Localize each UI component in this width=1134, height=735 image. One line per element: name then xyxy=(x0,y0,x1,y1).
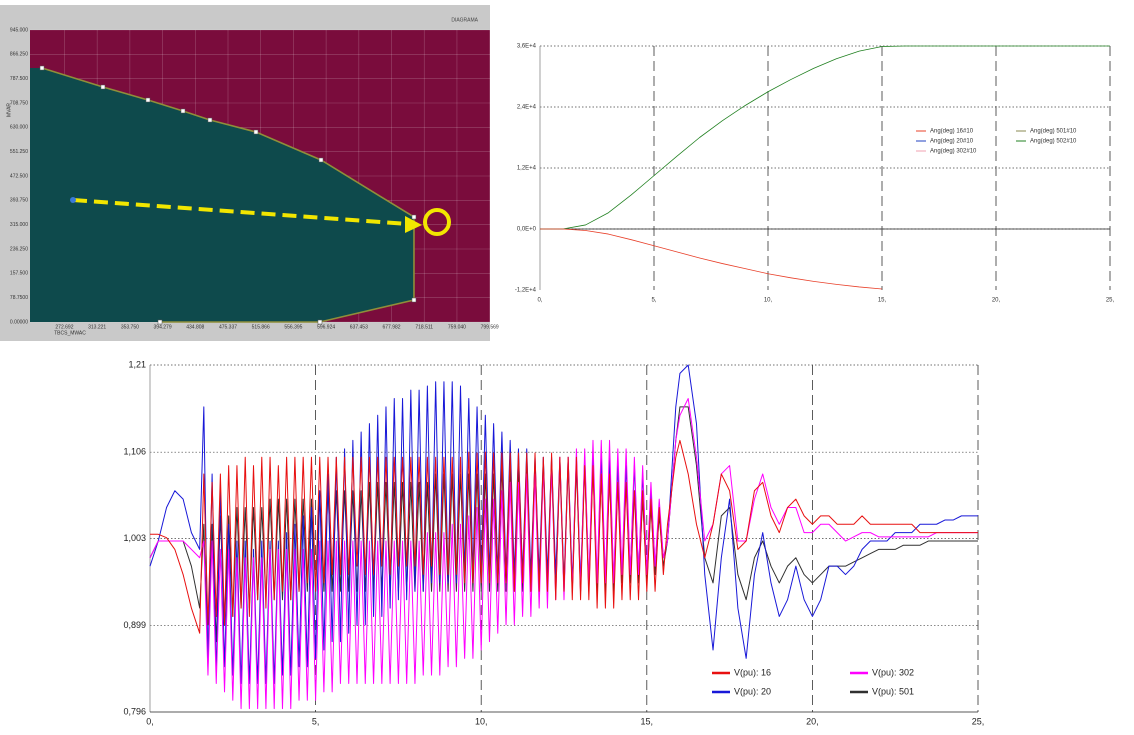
y-tick-label: 472.500 xyxy=(10,173,28,179)
x-tick-label: 515.866 xyxy=(252,324,270,330)
x-tick-label: 0, xyxy=(537,298,542,304)
series-line xyxy=(540,228,883,290)
vertex-marker xyxy=(145,97,151,103)
y-axis-label: MVAR xyxy=(6,103,12,117)
y-tick-label: 787.500 xyxy=(10,76,28,82)
annotation-arrow xyxy=(70,197,451,236)
x-tick-label: 25, xyxy=(1106,298,1115,304)
x-tick-label: 799.569 xyxy=(481,324,499,330)
legend-label: Ang(deg) 16#10 xyxy=(930,129,974,135)
x-tick-label: 596.924 xyxy=(317,324,335,330)
vertex-marker xyxy=(318,157,324,163)
x-tick-label: 556.395 xyxy=(284,324,302,330)
y-tick-label: 393.750 xyxy=(10,198,28,204)
x-tick-label: 10, xyxy=(475,716,488,726)
chart-1: 0.00000 78.7500 157.500 236.250 315.000 393.7… xyxy=(10,27,499,330)
arrow-start xyxy=(70,197,76,203)
vertex-marker xyxy=(100,84,106,90)
y-tick-label: 0.00000 xyxy=(10,319,28,325)
series-line xyxy=(149,364,978,684)
arrow-line xyxy=(72,198,409,226)
y-tick-label: 1,21 xyxy=(128,359,146,369)
y-tick-label: 2,4E+4 xyxy=(517,105,537,111)
legend-label: V(pu): 20 xyxy=(734,686,771,696)
x-tick-label: 20, xyxy=(806,716,819,726)
x-tick-label: 313.221 xyxy=(88,324,106,330)
arrow-head xyxy=(405,216,422,233)
y-tick-label: 0,0E+0 xyxy=(517,227,537,233)
x-tick-label: 15, xyxy=(878,298,887,304)
legend-label: Ang(deg) 502#10 xyxy=(1030,139,1077,145)
region xyxy=(30,68,414,322)
vertex-marker xyxy=(253,129,259,135)
series-line xyxy=(540,45,1110,230)
x-tick-label: 5, xyxy=(651,298,656,304)
vertex-marker xyxy=(157,319,163,325)
chart-3: 0,796 0,899 1,003 1,106 1,21 0, 5, 10, 15, 20, 25,… xyxy=(123,359,984,726)
legend-label: Ang(deg) 501#10 xyxy=(1030,129,1077,135)
x-tick-label: 677.982 xyxy=(382,324,400,330)
x-tick-label: 20, xyxy=(992,298,1001,304)
series-line xyxy=(149,406,978,659)
target-circle xyxy=(423,208,451,236)
x-tick-label: 5, xyxy=(312,716,320,726)
y-tick-label: 3,6E+4 xyxy=(517,44,537,50)
y-tick-label: 551.250 xyxy=(10,149,28,155)
legend-label: V(pu): 16 xyxy=(734,667,771,677)
y-tick-label: -1,2E+4 xyxy=(515,288,537,294)
x-axis-label: TBCS_MWAC xyxy=(54,330,86,336)
y-tick-label: 1,2E+4 xyxy=(517,166,537,172)
x-tick-label: 353.750 xyxy=(121,324,139,330)
x-tick-label: 475.337 xyxy=(219,324,237,330)
vertex-marker xyxy=(207,117,213,123)
x-tick-label: 759.040 xyxy=(448,324,466,330)
vertex-marker xyxy=(180,108,186,114)
x-tick-label: 394.279 xyxy=(154,324,172,330)
x-tick-label: 434.808 xyxy=(186,324,204,330)
x-tick-label: 0, xyxy=(146,716,154,726)
legend-label: Ang(deg) 20#10 xyxy=(930,139,974,145)
y-tick-label: 315.000 xyxy=(10,222,28,228)
x-tick-label: 272.692 xyxy=(55,324,73,330)
vertex-marker xyxy=(317,319,323,325)
y-tick-label: 1,003 xyxy=(123,533,146,543)
chart-2: -1,2E+4 0,0E+0 1,2E+4 2,4E+4 3,6E+4 0, 5, 10, 15… xyxy=(515,44,1115,304)
x-tick-label: 15, xyxy=(641,716,654,726)
vertex-marker xyxy=(411,214,417,220)
legend-label: Ang(deg) 302#10 xyxy=(930,149,977,155)
y-tick-label: 236.250 xyxy=(10,246,28,252)
y-tick-label: 0,899 xyxy=(123,620,146,630)
y-tick-label: 945.000 xyxy=(10,27,28,33)
x-tick-label: 25, xyxy=(972,716,985,726)
series-line xyxy=(149,398,978,710)
y-tick-label: 157.500 xyxy=(10,271,28,277)
y-tick-label: 78.7500 xyxy=(10,295,28,301)
chart-title: DIAGRAMA xyxy=(451,17,478,23)
vertex-marker xyxy=(411,297,417,303)
legend-label: V(pu): 302 xyxy=(872,667,914,677)
y-tick-label: 708.750 xyxy=(10,100,28,106)
y-tick-label: 1,106 xyxy=(123,447,146,457)
vertex-marker xyxy=(39,65,45,71)
x-tick-label: 718.511 xyxy=(415,324,433,330)
x-tick-label: 10, xyxy=(764,298,773,304)
x-tick-label: 637.453 xyxy=(350,324,368,330)
y-tick-label: 866.250 xyxy=(10,52,28,58)
y-tick-label: 0,796 xyxy=(123,706,146,716)
y-tick-label: 630.000 xyxy=(10,125,28,131)
series-line xyxy=(150,439,978,634)
legend-label: V(pu): 501 xyxy=(872,686,914,696)
